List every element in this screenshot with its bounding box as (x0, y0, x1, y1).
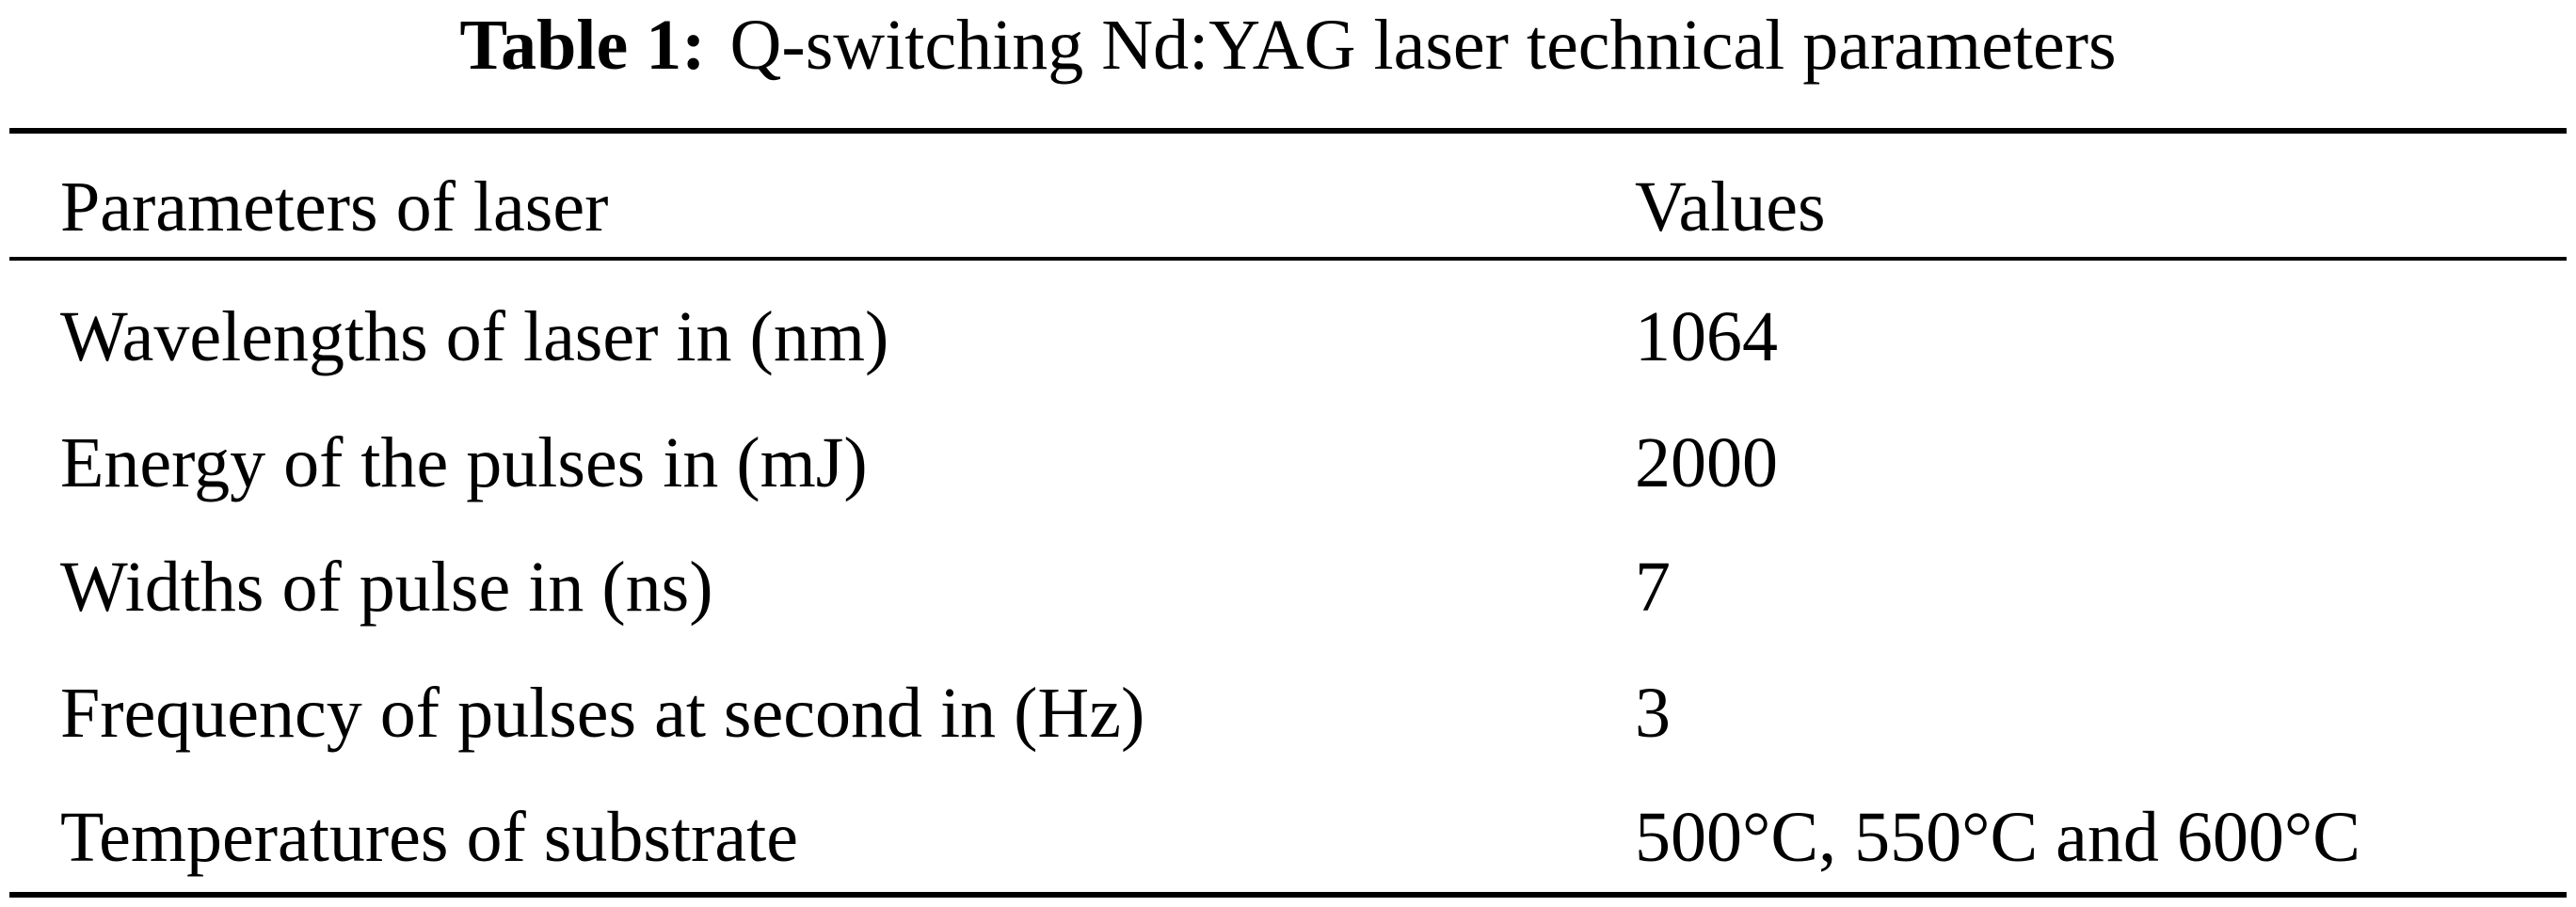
table-caption: Table 1: Q-switching Nd:YAG laser technic… (0, 0, 2576, 90)
table-bottom-rule (9, 892, 2567, 898)
row-parameter: Widths of pulse in (ns) (60, 548, 713, 627)
row-value: 2000 (1635, 423, 1778, 502)
row-value: 7 (1635, 548, 1671, 627)
table-caption-label: Table 1: (459, 6, 706, 85)
row-parameter: Wavelengths of laser in (nm) (60, 297, 889, 376)
row-value: 3 (1635, 674, 1671, 753)
table-caption-text: Q-switching Nd:YAG laser technical param… (729, 6, 2117, 85)
header-parameters: Parameters of laser (60, 167, 609, 247)
row-parameter: Frequency of pulses at second in (Hz) (60, 674, 1145, 753)
table-header-rule (9, 257, 2567, 261)
table-top-rule (9, 128, 2567, 134)
row-parameter: Temperatures of substrate (60, 798, 798, 877)
row-value: 500°C, 550°C and 600°C (1635, 798, 2360, 877)
row-parameter: Energy of the pulses in (mJ) (60, 423, 868, 502)
row-value: 1064 (1635, 297, 1778, 376)
header-values: Values (1635, 167, 1826, 247)
